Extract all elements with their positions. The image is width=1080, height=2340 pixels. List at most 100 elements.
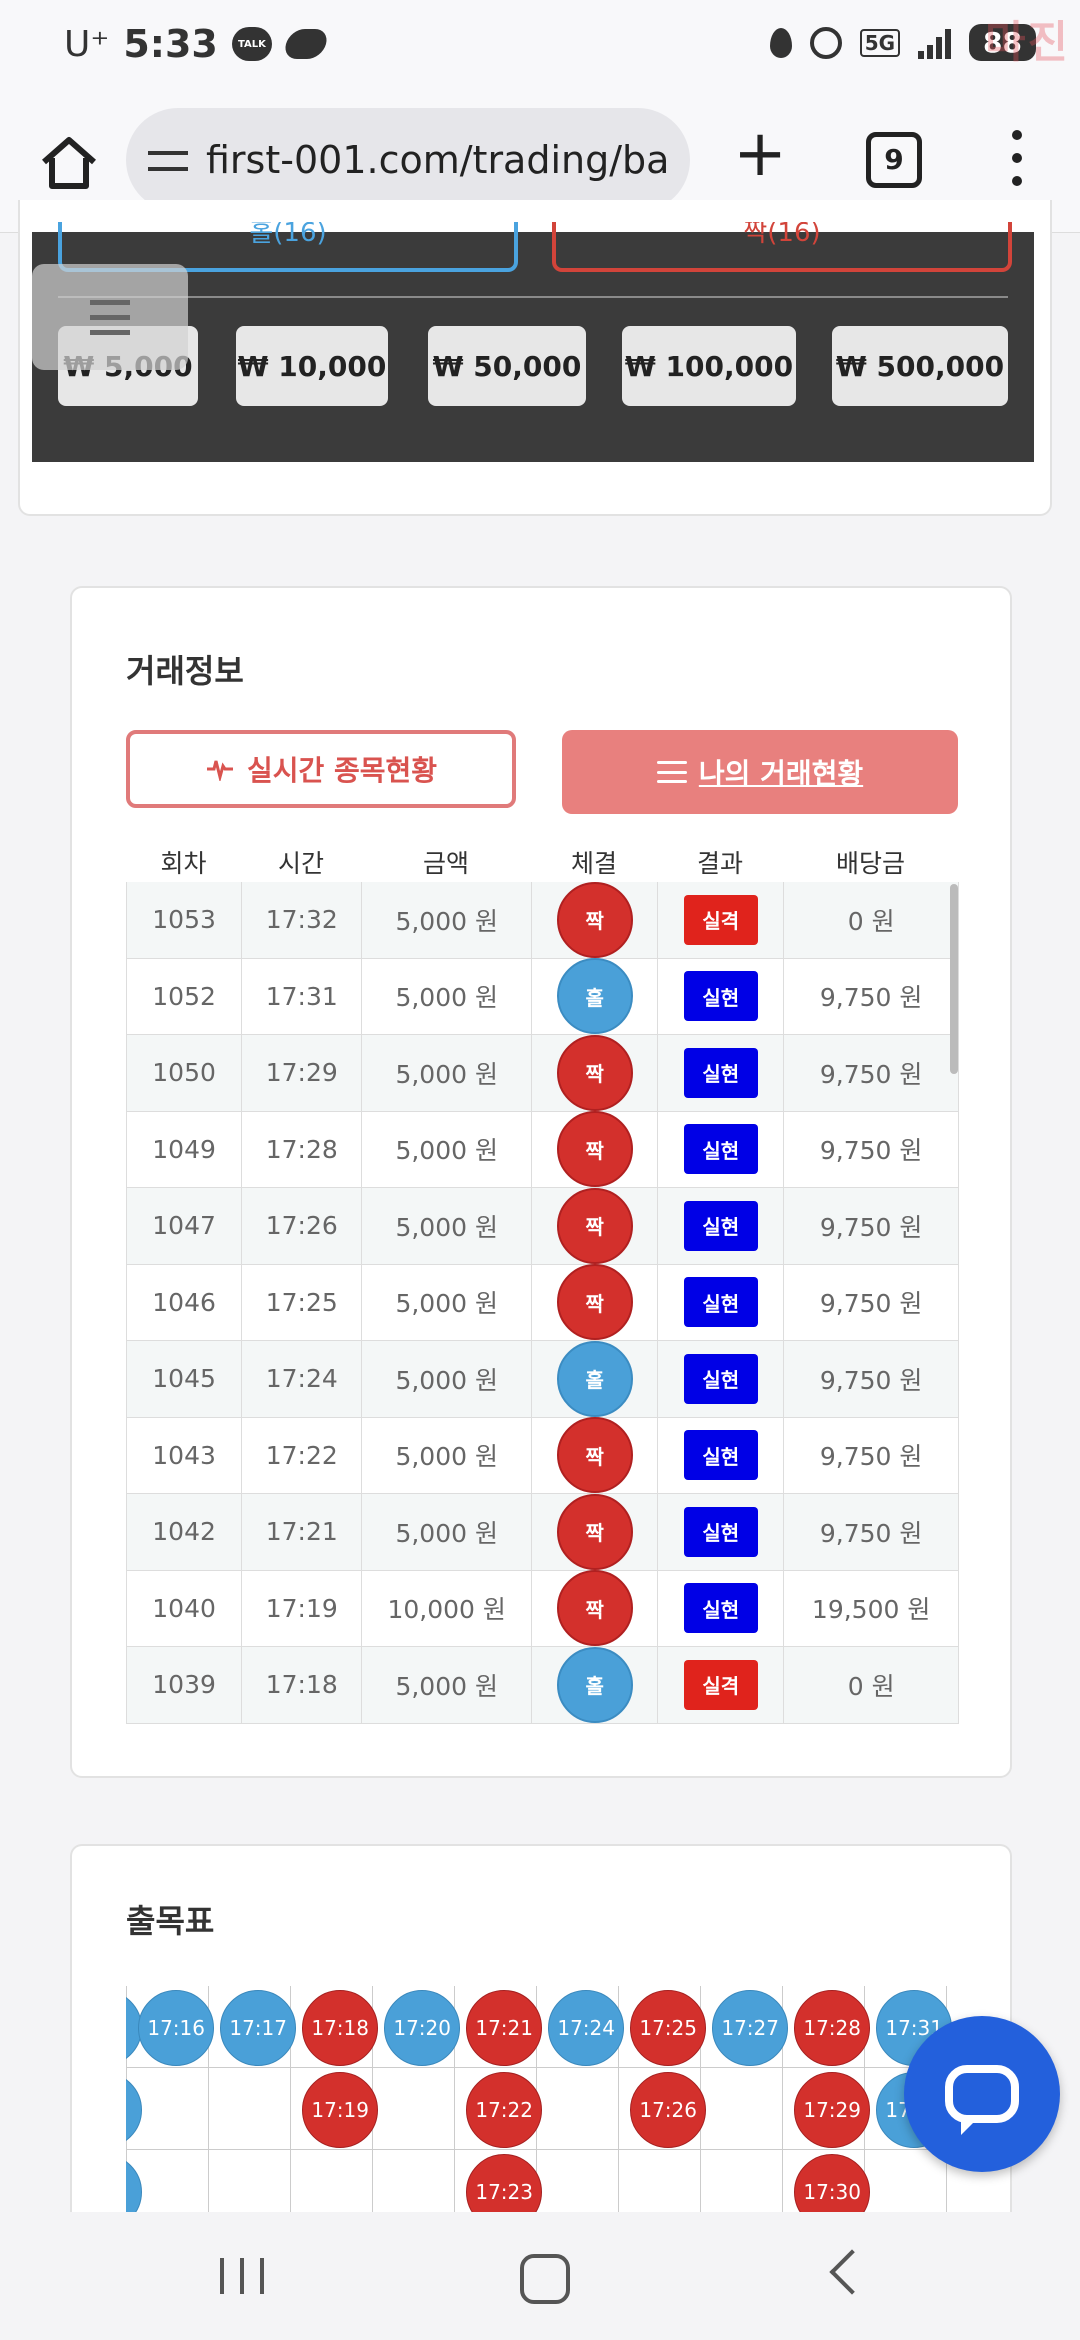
waves-icon (656, 761, 687, 783)
cell-time: 17:21 (242, 1494, 363, 1570)
cell-time: 17:28 (242, 1111, 363, 1187)
menu-icon[interactable] (32, 264, 188, 370)
result-ball: 17:18 (302, 1990, 379, 2066)
cell-time: 17:22 (242, 1417, 363, 1493)
grid-column (208, 1986, 291, 2326)
cell-result: 실현 (658, 1035, 785, 1111)
amount-button-100000[interactable]: ₩ 100,000 (622, 326, 796, 406)
tab-live-label: 실시간 종목현황 (246, 754, 438, 787)
result-ball: 17:24 (548, 1990, 625, 2066)
result-ball: 17:26 (630, 2072, 707, 2148)
cell-pick: 짝 (532, 1264, 659, 1341)
table-row: 1043 17:22 5,000 원 짝 실현 9,750 원 (127, 1417, 959, 1494)
table-row: 1053 17:32 5,000 원 짝 실격 0 원 (127, 882, 959, 959)
cell-pick: 짝 (532, 1417, 659, 1494)
table-row: 1052 17:31 5,000 원 홀 실현 9,750 원 (127, 958, 959, 1035)
cell-round: 1053 (127, 882, 243, 958)
table-scrollbar[interactable] (950, 884, 958, 1074)
result-ball: 17:20 (384, 1990, 461, 2066)
notification-icon (281, 29, 330, 59)
cell-round: 1042 (127, 1494, 243, 1570)
result-ball: 17:16 (138, 1990, 215, 2066)
amount-button-500000[interactable]: ₩ 500,000 (832, 326, 1008, 406)
status-bar: U⁺ 5:33 TALK 5G 88 마진 (0, 0, 1080, 100)
amount-button-50000[interactable]: ₩ 50,000 (428, 326, 586, 406)
cell-payout: 9,750 원 (784, 1417, 959, 1493)
table-row: 1039 17:18 5,000 원 홀 실격 0 원 (127, 1646, 959, 1724)
cell-amount: 5,000 원 (362, 1494, 533, 1570)
cell-pick: 짝 (532, 1034, 659, 1111)
table-row (127, 1723, 959, 1724)
more-vert-icon[interactable] (1004, 130, 1030, 186)
cell-amount: 5,000 원 (362, 1035, 533, 1111)
tabs-icon[interactable]: 9 (866, 132, 922, 188)
result-badge: 실현 (683, 1583, 758, 1634)
header-pick: 체결 (570, 849, 617, 878)
cell-amount: 5,000 원 (362, 1188, 533, 1264)
pick-badge: 짝 (556, 882, 633, 958)
result-badge: 실격 (683, 1659, 758, 1710)
url-text[interactable]: first-001.com/trading/ba (206, 138, 670, 182)
nav-home-icon[interactable] (520, 2254, 570, 2304)
tab-live-status[interactable]: 실시간 종목현황 (126, 730, 516, 808)
back-icon[interactable] (829, 2249, 875, 2295)
system-nav-bar (0, 2212, 1080, 2340)
cell-pick: 짝 (532, 1187, 659, 1264)
amount-button-10000[interactable]: ₩ 10,000 (236, 326, 388, 406)
home-button[interactable] (36, 130, 102, 196)
chat-button[interactable] (904, 2016, 1060, 2172)
cell-payout: 0 원 (784, 1647, 959, 1723)
grid-column (864, 1986, 947, 2326)
tab-mine-label: 나의 거래현황 (698, 757, 864, 790)
section-title-result-board: 출목표 (126, 1902, 215, 1940)
status-left: U⁺ 5:33 TALK (64, 22, 330, 66)
cell-payout: 9,750 원 (784, 1188, 959, 1264)
cell-round: 1039 (127, 1647, 243, 1723)
tune-icon[interactable] (148, 143, 192, 177)
cell-result: 실현 (658, 1111, 785, 1187)
trade-info-card: 거래정보 실시간 종목현황 나의 거래현황 회차 시간 금액 체결 결과 배당금… (70, 586, 1012, 1778)
result-ball: 17:28 (794, 1990, 871, 2066)
pick-badge: 짝 (556, 1417, 633, 1494)
header-time: 시간 (277, 849, 324, 878)
result-ball: 17:21 (466, 1990, 543, 2066)
cell-round: 1050 (127, 1035, 243, 1111)
recent-apps-icon[interactable] (220, 2258, 264, 2294)
cell-pick: 홀 (532, 958, 659, 1035)
odd-bet-button[interactable]: 홀(16) (58, 222, 518, 272)
even-bet-button[interactable]: 짝(16) (552, 222, 1012, 272)
tab-my-trades[interactable]: 나의 거래현황 (562, 730, 958, 814)
cell-amount: 5,000 원 (362, 958, 533, 1034)
result-grid[interactable]: 17:16 17:17 17:18 17:19 17:20 17:21 17:22 17:23… (126, 1986, 958, 2326)
cell-payout: 9,750 원 (784, 1035, 959, 1111)
cell-round: 1046 (127, 1264, 243, 1340)
cell-payout: 9,750 원 (784, 1341, 959, 1417)
new-tab-button[interactable]: + (730, 122, 790, 186)
cell-result: 실현 (658, 1341, 785, 1417)
section-title-trade-info: 거래정보 (126, 652, 244, 690)
pick-badge: 홀 (556, 1646, 633, 1723)
signal-icon (918, 27, 952, 59)
grid-row-line (126, 2067, 958, 2068)
header-payout: 배당금 (835, 849, 905, 878)
table-row: 1045 17:24 5,000 원 홀 실현 9,750 원 (127, 1340, 959, 1418)
cell-pick: 짝 (532, 1570, 659, 1647)
cell-pick: 짝 (532, 882, 659, 958)
cell-payout: 19,500 원 (784, 1570, 959, 1646)
result-ball: 17:19 (302, 2072, 379, 2148)
table-row: 1049 17:28 5,000 원 짝 실현 9,750 원 (127, 1111, 959, 1188)
cell-amount: 5,000 원 (362, 1111, 533, 1187)
result-ball: 17:17 (220, 1990, 297, 2066)
result-ball: 17:29 (794, 2072, 871, 2148)
address-bar[interactable]: first-001.com/trading/ba (126, 108, 690, 212)
cell-result: 실격 (658, 1647, 785, 1723)
status-right: 5G 88 (769, 24, 1036, 61)
result-badge: 실현 (683, 1506, 758, 1557)
cell-round: 1040 (127, 1570, 243, 1646)
pulse-icon (206, 760, 233, 781)
cell-payout: 9,750 원 (784, 1494, 959, 1570)
divider (58, 296, 1008, 298)
table-row: 1050 17:29 5,000 원 짝 실현 9,750 원 (127, 1034, 959, 1112)
pick-badge: 홀 (556, 1340, 633, 1417)
